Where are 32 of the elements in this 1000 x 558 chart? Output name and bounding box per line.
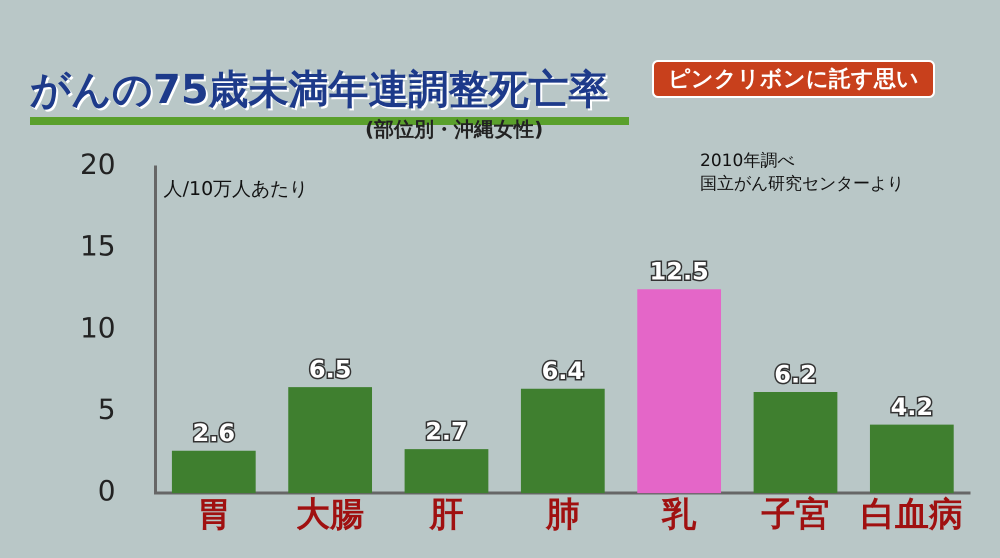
bar xyxy=(288,387,372,494)
bar xyxy=(172,450,256,494)
bar xyxy=(520,388,605,494)
x-tick-label: 肝 xyxy=(428,494,464,534)
data-label: 12.5 xyxy=(650,257,709,286)
y-tick-label: 15 xyxy=(80,230,116,263)
x-tick-label: 肺 xyxy=(544,494,580,534)
chart-subtitle: (部位別・沖縄女性) xyxy=(365,116,544,143)
data-label: 6.2 xyxy=(774,360,817,388)
x-tick-label: 乳 xyxy=(661,494,698,534)
data-label: 4.2 xyxy=(890,392,934,421)
annotation: 国立がん研究センターより xyxy=(700,174,904,194)
y-tick-label: 0 xyxy=(98,474,116,508)
text: ピンクリボンに託す思い xyxy=(652,60,935,98)
data-label: 2.6 xyxy=(192,419,236,447)
y-axis-title: 人/10万人あたり xyxy=(164,178,308,200)
bar xyxy=(754,392,838,494)
bar xyxy=(870,424,954,494)
data-label: 6.4 xyxy=(542,356,584,385)
chart-title: がんの75歳未満年連調整死亡率 xyxy=(30,67,609,113)
y-tick-label: 5 xyxy=(98,392,116,426)
bar xyxy=(637,289,722,494)
y-tick-label: 20 xyxy=(80,148,116,182)
x-tick-label: 大腸 xyxy=(296,494,364,534)
data-label: 6.5 xyxy=(308,355,352,384)
annotation: 2010年調べ xyxy=(700,151,794,171)
x-tick-label: 白血病 xyxy=(860,494,963,534)
x-tick-label: 胃 xyxy=(196,494,231,534)
bar xyxy=(404,449,488,494)
x-tick-label: 子宮 xyxy=(760,494,830,534)
data-label: 2.7 xyxy=(425,417,468,446)
y-tick-label: 10 xyxy=(80,311,116,344)
